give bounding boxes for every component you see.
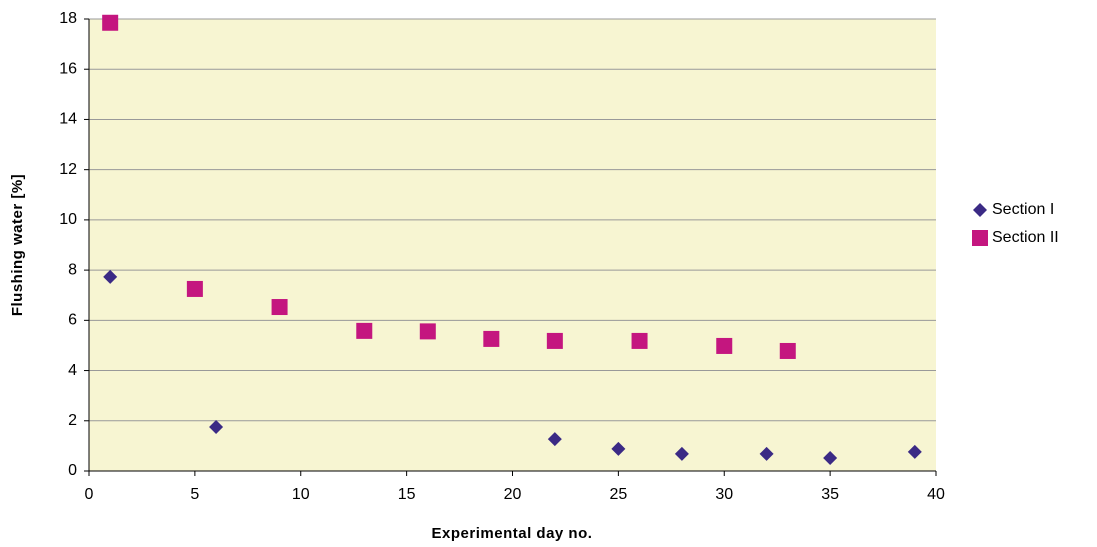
y-tick-label: 2 [68, 412, 77, 429]
plot-area [89, 19, 936, 471]
point [271, 299, 288, 316]
point [419, 323, 436, 340]
point [823, 450, 838, 465]
x-tick-label: 10 [292, 486, 310, 503]
y-tick-label: 0 [68, 462, 77, 479]
point [716, 337, 733, 354]
x-axis-title: Experimental day no. [432, 525, 593, 542]
point [356, 322, 373, 339]
y-tick-label: 8 [68, 261, 77, 278]
point [631, 332, 648, 349]
y-tick-label: 10 [59, 211, 77, 228]
y-tick-label: 6 [68, 312, 77, 329]
x-tick-label: 5 [190, 486, 199, 503]
y-tick-label: 14 [59, 111, 77, 128]
point [209, 420, 224, 435]
point [779, 342, 796, 359]
legend-marker [973, 203, 987, 217]
x-tick-label: 15 [398, 486, 416, 503]
legend-label: Section I [992, 201, 1054, 218]
x-tick-label: 0 [85, 486, 94, 503]
point [907, 444, 922, 459]
point [483, 330, 500, 347]
x-tick-label: 30 [715, 486, 733, 503]
point [759, 446, 774, 461]
point [611, 441, 626, 456]
legend-label: Section II [992, 229, 1059, 246]
legend-marker [972, 230, 988, 246]
y-tick-label: 16 [59, 60, 77, 77]
y-tick-label: 12 [59, 161, 77, 178]
point [103, 269, 118, 284]
x-tick-label: 20 [504, 486, 522, 503]
y-tick-label: 18 [59, 10, 77, 27]
point [186, 280, 203, 297]
point [674, 446, 689, 461]
y-axis-title: Flushing water [%] [9, 174, 26, 316]
x-tick-label: 35 [821, 486, 839, 503]
point [546, 332, 563, 349]
point [102, 14, 119, 31]
point [547, 432, 562, 447]
x-tick-label: 40 [927, 486, 945, 503]
x-tick-label: 25 [609, 486, 627, 503]
y-tick-label: 4 [68, 362, 77, 379]
